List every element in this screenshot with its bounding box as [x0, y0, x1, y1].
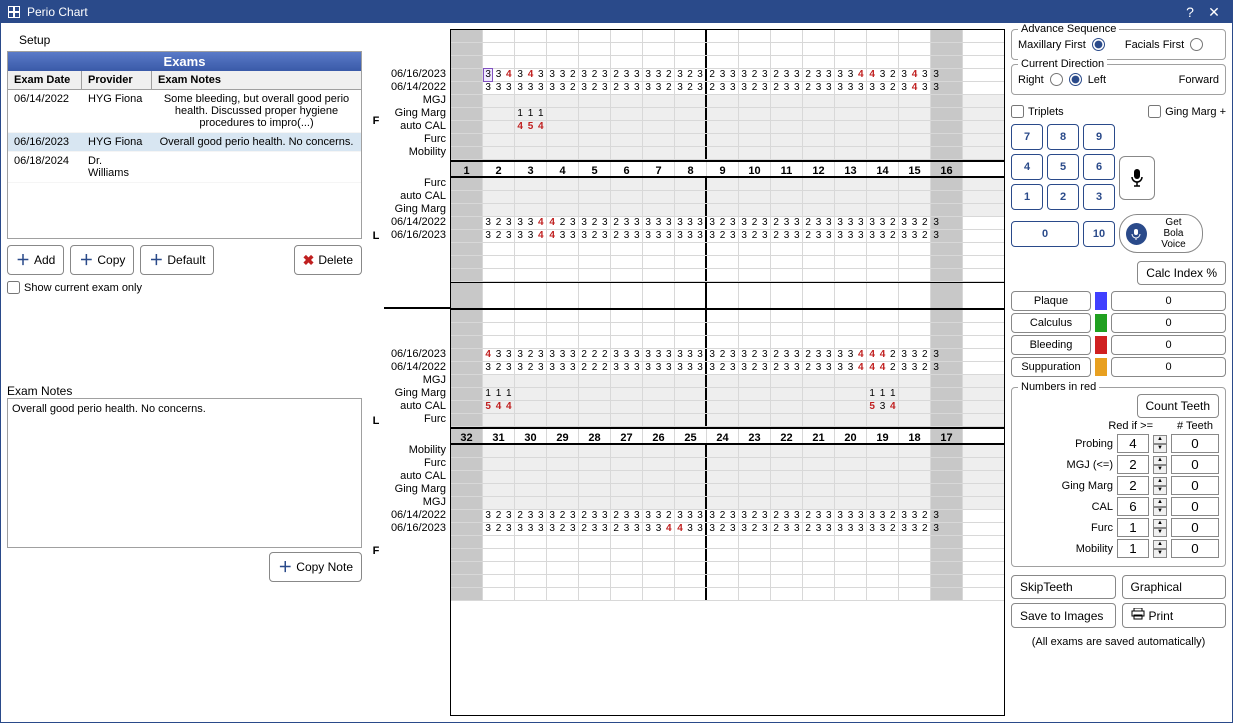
- calculus-value: 0: [1111, 313, 1226, 333]
- facials-first-radio[interactable]: [1190, 38, 1203, 51]
- calc-index-button[interactable]: Calc Index %: [1137, 261, 1226, 285]
- bola-voice-button[interactable]: Get Bola Voice: [1119, 214, 1203, 253]
- exam-row[interactable]: 06/18/2024Dr. Williams: [8, 152, 361, 183]
- help-button[interactable]: ?: [1178, 4, 1202, 20]
- redif-CAL-input[interactable]: [1117, 497, 1149, 516]
- ging-marg-plus-checkbox[interactable]: Ging Marg +: [1148, 105, 1226, 118]
- teeth-MGJ (<=)-input[interactable]: [1171, 455, 1219, 474]
- numpad-1[interactable]: 1: [1011, 184, 1043, 210]
- window-title: Perio Chart: [27, 5, 88, 19]
- exam-notes-textarea[interactable]: [7, 398, 362, 548]
- side-f-upper: F: [368, 71, 384, 171]
- numpad-2[interactable]: 2: [1047, 184, 1079, 210]
- redif-Ging Marg-input[interactable]: [1117, 476, 1149, 495]
- numpad-4[interactable]: 4: [1011, 154, 1043, 180]
- side-l-lower: L: [368, 361, 384, 481]
- add-button[interactable]: ＋Add: [7, 245, 64, 275]
- suppuration-swatch: [1095, 358, 1107, 376]
- suppuration-value: 0: [1111, 357, 1226, 377]
- copy-button[interactable]: ＋Copy: [70, 245, 134, 275]
- teeth-Probing-input[interactable]: [1171, 434, 1219, 453]
- teeth-Ging Marg-input[interactable]: [1171, 476, 1219, 495]
- spin-down[interactable]: ▼: [1153, 507, 1167, 516]
- exam-notes-label: Exam Notes: [7, 384, 362, 398]
- current-direction-group: Current Direction Right Left Forward: [1011, 64, 1226, 95]
- side-f-lower: F: [368, 481, 384, 621]
- teeth-Furc-input[interactable]: [1171, 518, 1219, 537]
- maxillary-first-radio[interactable]: [1092, 38, 1105, 51]
- save-to-images-button[interactable]: Save to Images: [1011, 603, 1116, 628]
- direction-left-radio[interactable]: [1069, 73, 1082, 86]
- redif-Mobility-input[interactable]: [1117, 539, 1149, 558]
- print-button[interactable]: Print: [1122, 603, 1227, 628]
- triplets-checkbox[interactable]: Triplets: [1011, 105, 1064, 118]
- numpad-10[interactable]: 10: [1083, 221, 1115, 247]
- spin-up[interactable]: ▲: [1153, 498, 1167, 507]
- printer-icon: [1131, 608, 1145, 623]
- spin-down[interactable]: ▼: [1153, 528, 1167, 537]
- app-icon: [7, 5, 21, 19]
- skip-teeth-button[interactable]: SkipTeeth: [1011, 575, 1116, 599]
- plaque-swatch: [1095, 292, 1107, 310]
- plaque-value: 0: [1111, 291, 1226, 311]
- microphone-button[interactable]: [1119, 156, 1155, 200]
- spin-up[interactable]: ▲: [1153, 435, 1167, 444]
- spin-down[interactable]: ▼: [1153, 444, 1167, 453]
- bola-voice-icon: [1126, 223, 1147, 245]
- close-button[interactable]: ✕: [1202, 4, 1226, 21]
- exam-row[interactable]: 06/16/2023HYG FionaOverall good perio he…: [8, 133, 361, 152]
- setup-link[interactable]: Setup: [19, 33, 362, 47]
- spin-down[interactable]: ▼: [1153, 549, 1167, 558]
- teeth-CAL-input[interactable]: [1171, 497, 1219, 516]
- spin-up[interactable]: ▲: [1153, 540, 1167, 549]
- col-exam-date[interactable]: Exam Date: [8, 71, 82, 89]
- bleeding-swatch: [1095, 336, 1107, 354]
- teeth-Mobility-input[interactable]: [1171, 539, 1219, 558]
- advance-sequence-group: Advance Sequence Maxillary First Facials…: [1011, 29, 1226, 60]
- numpad-5[interactable]: 5: [1047, 154, 1079, 180]
- numpad-0[interactable]: 0: [1011, 221, 1079, 247]
- col-provider[interactable]: Provider: [82, 71, 152, 89]
- count-teeth-button[interactable]: Count Teeth: [1137, 394, 1220, 418]
- spin-up[interactable]: ▲: [1153, 456, 1167, 465]
- numpad-7[interactable]: 7: [1011, 124, 1043, 150]
- bleeding-value: 0: [1111, 335, 1226, 355]
- col-exam-notes[interactable]: Exam Notes: [152, 71, 361, 89]
- numpad-3[interactable]: 3: [1083, 184, 1115, 210]
- exam-row[interactable]: 06/14/2022HYG FionaSome bleeding, but ov…: [8, 90, 361, 133]
- numpad-8[interactable]: 8: [1047, 124, 1079, 150]
- direction-right-radio[interactable]: [1050, 73, 1063, 86]
- calculus-swatch: [1095, 314, 1107, 332]
- default-button[interactable]: ＋Default: [140, 245, 214, 275]
- delete-button[interactable]: ✖Delete: [294, 245, 362, 275]
- redif-Probing-input[interactable]: [1117, 434, 1149, 453]
- spin-down[interactable]: ▼: [1153, 465, 1167, 474]
- numbers-in-red-group: Numbers in red Count Teeth Red if >= # T…: [1011, 387, 1226, 567]
- numpad-6[interactable]: 6: [1083, 154, 1115, 180]
- side-l-upper: L: [368, 171, 384, 301]
- copy-note-button[interactable]: ＋Copy Note: [269, 552, 362, 582]
- calculus-button[interactable]: Calculus: [1011, 313, 1091, 333]
- exams-table: Exams Exam Date Provider Exam Notes 06/1…: [7, 51, 362, 239]
- numpad-9[interactable]: 9: [1083, 124, 1115, 150]
- spin-up[interactable]: ▲: [1153, 477, 1167, 486]
- spin-up[interactable]: ▲: [1153, 519, 1167, 528]
- autosave-note: (All exams are saved automatically): [1011, 636, 1226, 648]
- exams-header: Exams: [8, 52, 361, 71]
- redif-Furc-input[interactable]: [1117, 518, 1149, 537]
- graphical-button[interactable]: Graphical: [1122, 575, 1227, 599]
- show-current-checkbox[interactable]: [7, 281, 20, 294]
- perio-chart[interactable]: F L L F 06/16/2023 06/14/2022 MGJ Ging M…: [368, 29, 1005, 716]
- titlebar: Perio Chart ? ✕: [1, 1, 1232, 23]
- show-current-exam-only[interactable]: Show current exam only: [7, 281, 362, 294]
- redif-MGJ (<=)-input[interactable]: [1117, 455, 1149, 474]
- suppuration-button[interactable]: Suppuration: [1011, 357, 1091, 377]
- bleeding-button[interactable]: Bleeding: [1011, 335, 1091, 355]
- plaque-button[interactable]: Plaque: [1011, 291, 1091, 311]
- spin-down[interactable]: ▼: [1153, 486, 1167, 495]
